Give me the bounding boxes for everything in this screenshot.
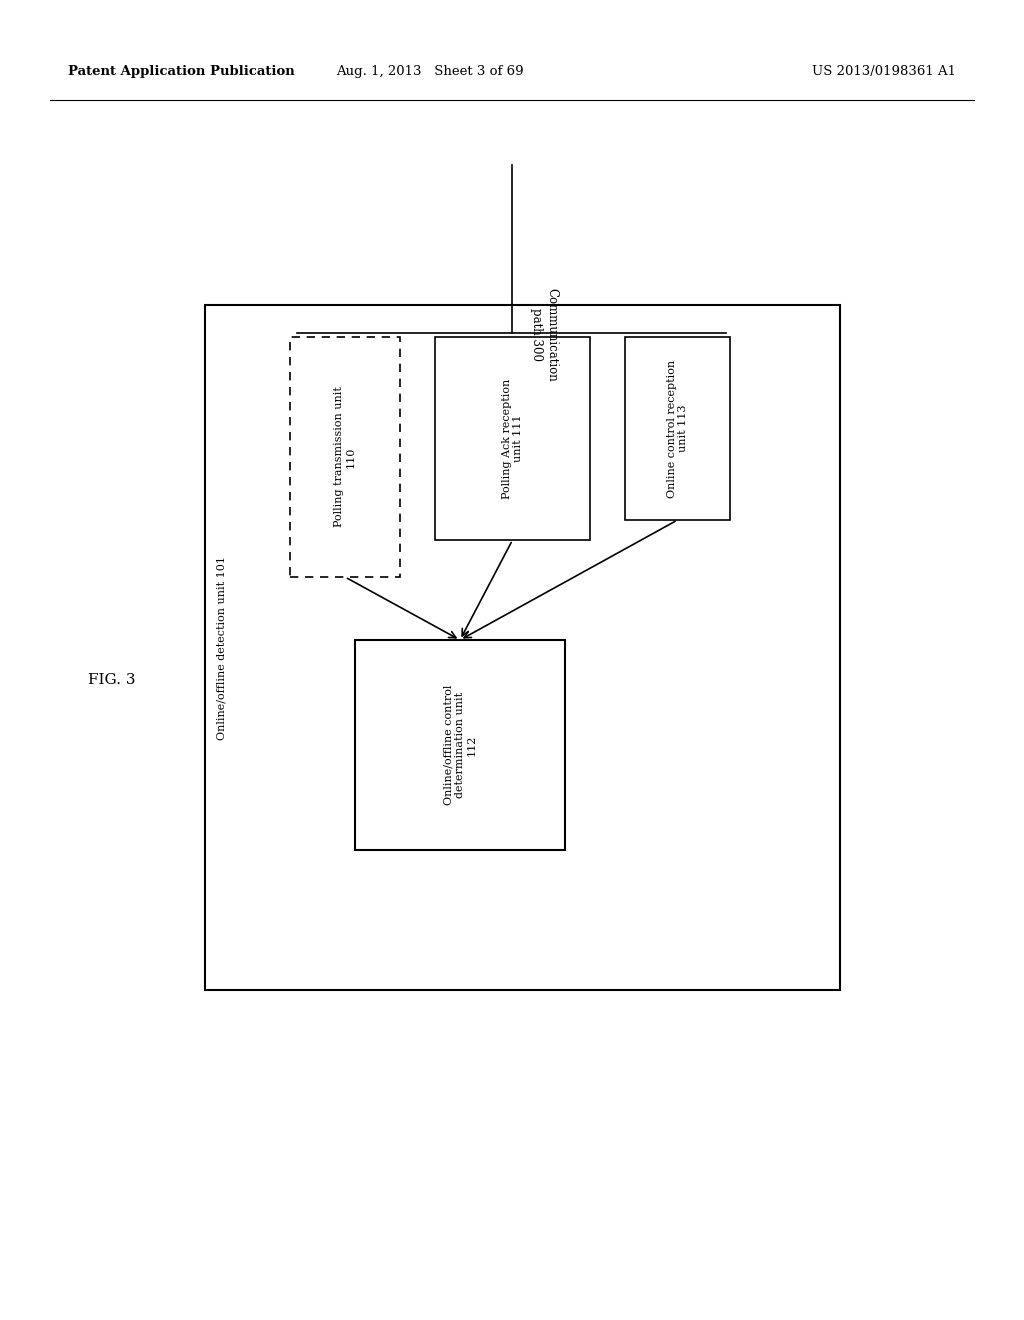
Bar: [355, 640, 565, 850]
Text: Communication
path 300: Communication path 300: [530, 288, 558, 381]
Text: Patent Application Publication: Patent Application Publication: [68, 66, 295, 78]
Text: Aug. 1, 2013   Sheet 3 of 69: Aug. 1, 2013 Sheet 3 of 69: [336, 66, 524, 78]
Bar: [435, 337, 590, 540]
Bar: [205, 305, 840, 990]
Text: Polling Ack reception
unit 111: Polling Ack reception unit 111: [502, 379, 523, 499]
Text: US 2013/0198361 A1: US 2013/0198361 A1: [812, 66, 956, 78]
Text: Online/offline control
determination unit
112: Online/offline control determination uni…: [443, 685, 476, 805]
Text: Online/offline detection unit 101: Online/offline detection unit 101: [216, 556, 226, 739]
Bar: [290, 337, 400, 577]
Text: FIG. 3: FIG. 3: [88, 673, 135, 686]
Bar: [625, 337, 730, 520]
Text: Polling transmission unit
110: Polling transmission unit 110: [334, 387, 355, 528]
Text: Online control reception
unit 113: Online control reception unit 113: [667, 359, 688, 498]
